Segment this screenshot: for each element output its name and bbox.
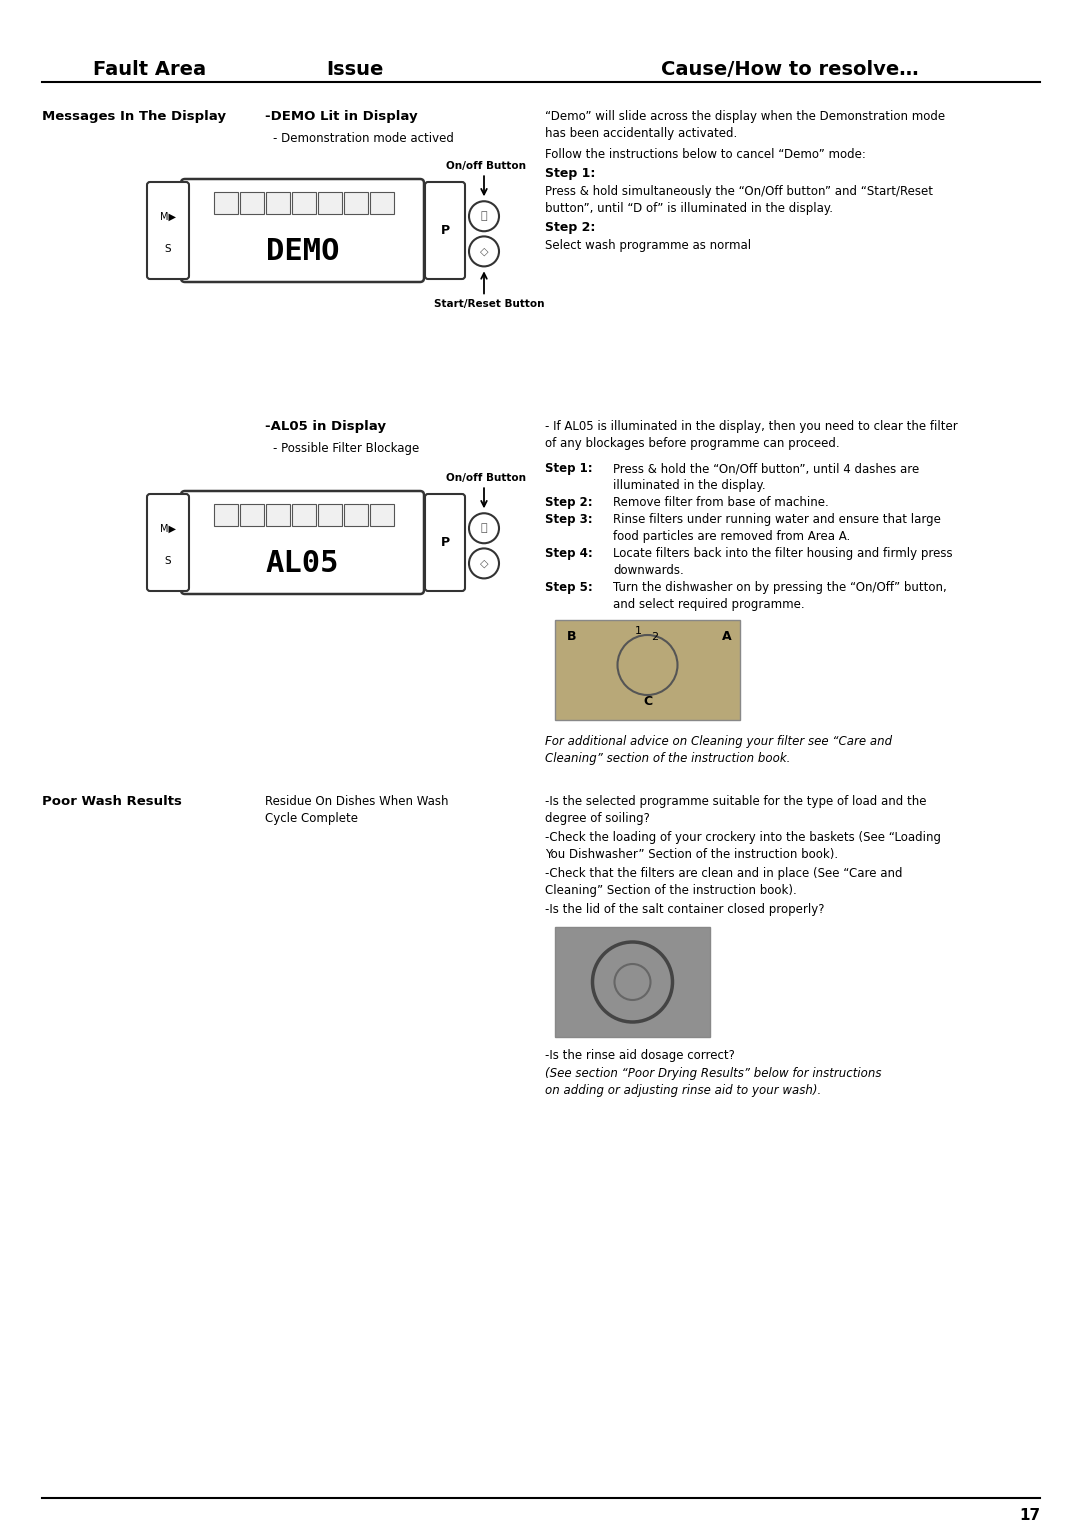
FancyBboxPatch shape: [266, 504, 291, 526]
Text: P: P: [441, 225, 449, 237]
Text: 17: 17: [1018, 1508, 1040, 1523]
Text: Locate filters back into the filter housing and firmly press: Locate filters back into the filter hous…: [613, 547, 953, 559]
Text: On/off Button: On/off Button: [446, 162, 526, 171]
Text: Cycle Complete: Cycle Complete: [265, 811, 357, 825]
Text: 1: 1: [635, 626, 642, 636]
Text: -Check that the filters are clean and in place (See “Care and: -Check that the filters are clean and in…: [545, 866, 903, 880]
Text: B: B: [567, 630, 577, 643]
Text: DEMO: DEMO: [266, 237, 339, 266]
FancyBboxPatch shape: [292, 193, 316, 214]
Text: C: C: [643, 695, 652, 707]
Text: M▶: M▶: [160, 212, 176, 222]
Text: Step 5:: Step 5:: [545, 581, 593, 594]
FancyBboxPatch shape: [266, 193, 291, 214]
Text: S: S: [164, 556, 172, 565]
Text: -AL05 in Display: -AL05 in Display: [265, 420, 386, 432]
Text: food particles are removed from Area A.: food particles are removed from Area A.: [613, 530, 850, 542]
FancyBboxPatch shape: [318, 504, 342, 526]
Text: -DEMO Lit in Display: -DEMO Lit in Display: [265, 110, 418, 122]
Text: Step 2:: Step 2:: [545, 222, 595, 234]
FancyBboxPatch shape: [318, 193, 342, 214]
Text: Start/Reset Button: Start/Reset Button: [434, 299, 544, 309]
FancyBboxPatch shape: [240, 504, 264, 526]
Text: Step 3:: Step 3:: [545, 513, 593, 526]
Text: ⏻: ⏻: [481, 523, 487, 533]
Text: Issue: Issue: [326, 60, 383, 79]
FancyBboxPatch shape: [147, 494, 189, 591]
FancyBboxPatch shape: [370, 193, 394, 214]
Text: (See section “Poor Drying Results” below for instructions: (See section “Poor Drying Results” below…: [545, 1067, 881, 1080]
FancyBboxPatch shape: [426, 494, 465, 591]
FancyBboxPatch shape: [292, 504, 316, 526]
Text: Press & hold the “On/Off button”, until 4 dashes are: Press & hold the “On/Off button”, until …: [613, 461, 919, 475]
Text: For additional advice on Cleaning your filter see “Care and: For additional advice on Cleaning your f…: [545, 735, 892, 749]
Text: AL05: AL05: [266, 549, 339, 578]
Text: button”, until “D of” is illuminated in the display.: button”, until “D of” is illuminated in …: [545, 202, 833, 215]
Text: Follow the instructions below to cancel “Demo” mode:: Follow the instructions below to cancel …: [545, 148, 866, 160]
FancyBboxPatch shape: [426, 182, 465, 280]
Text: degree of soiling?: degree of soiling?: [545, 811, 650, 825]
Text: You Dishwasher” Section of the instruction book).: You Dishwasher” Section of the instructi…: [545, 848, 838, 860]
Text: Step 1:: Step 1:: [545, 167, 595, 180]
Text: ⏻: ⏻: [481, 211, 487, 222]
Text: Residue On Dishes When Wash: Residue On Dishes When Wash: [265, 795, 448, 808]
Text: On/off Button: On/off Button: [446, 474, 526, 483]
Text: of any blockages before programme can proceed.: of any blockages before programme can pr…: [545, 437, 839, 451]
Text: P: P: [441, 536, 449, 549]
Text: A: A: [723, 630, 731, 643]
Text: and select required programme.: and select required programme.: [613, 597, 805, 611]
FancyBboxPatch shape: [345, 504, 368, 526]
Text: Rinse filters under running water and ensure that large: Rinse filters under running water and en…: [613, 513, 941, 526]
Text: - Demonstration mode actived: - Demonstration mode actived: [273, 131, 454, 145]
Text: ◇: ◇: [480, 246, 488, 257]
Text: - Possible Filter Blockage: - Possible Filter Blockage: [273, 442, 419, 455]
FancyBboxPatch shape: [555, 927, 710, 1038]
Text: Cleaning” section of the instruction book.: Cleaning” section of the instruction boo…: [545, 752, 791, 766]
Text: on adding or adjusting rinse aid to your wash).: on adding or adjusting rinse aid to your…: [545, 1083, 821, 1097]
Text: “Demo” will slide across the display when the Demonstration mode: “Demo” will slide across the display whe…: [545, 110, 945, 122]
Text: Remove filter from base of machine.: Remove filter from base of machine.: [613, 497, 828, 509]
Text: Messages In The Display: Messages In The Display: [42, 110, 226, 122]
Text: Select wash programme as normal: Select wash programme as normal: [545, 238, 751, 252]
FancyBboxPatch shape: [181, 179, 424, 283]
Text: Poor Wash Results: Poor Wash Results: [42, 795, 181, 808]
Text: Step 2:: Step 2:: [545, 497, 593, 509]
FancyBboxPatch shape: [147, 182, 189, 280]
Text: M▶: M▶: [160, 524, 176, 533]
Text: -Is the rinse aid dosage correct?: -Is the rinse aid dosage correct?: [545, 1050, 734, 1062]
FancyBboxPatch shape: [555, 620, 740, 720]
FancyBboxPatch shape: [345, 193, 368, 214]
Text: ◇: ◇: [480, 558, 488, 568]
FancyBboxPatch shape: [240, 193, 264, 214]
Text: S: S: [164, 243, 172, 254]
FancyBboxPatch shape: [214, 504, 238, 526]
Text: Fault Area: Fault Area: [94, 60, 206, 79]
Text: illuminated in the display.: illuminated in the display.: [613, 478, 766, 492]
Text: Step 4:: Step 4:: [545, 547, 593, 559]
Text: Press & hold simultaneously the “On/Off button” and “Start/Reset: Press & hold simultaneously the “On/Off …: [545, 185, 933, 199]
Text: Cause/How to resolve…: Cause/How to resolve…: [661, 60, 919, 79]
Text: Turn the dishwasher on by pressing the “On/Off” button,: Turn the dishwasher on by pressing the “…: [613, 581, 947, 594]
Text: -Is the selected programme suitable for the type of load and the: -Is the selected programme suitable for …: [545, 795, 927, 808]
Text: -Is the lid of the salt container closed properly?: -Is the lid of the salt container closed…: [545, 903, 824, 915]
FancyBboxPatch shape: [181, 490, 424, 594]
FancyBboxPatch shape: [370, 504, 394, 526]
Text: -Check the loading of your crockery into the baskets (See “Loading: -Check the loading of your crockery into…: [545, 831, 941, 843]
Text: 2: 2: [651, 633, 659, 642]
FancyBboxPatch shape: [214, 193, 238, 214]
Text: Cleaning” Section of the instruction book).: Cleaning” Section of the instruction boo…: [545, 885, 797, 897]
Text: - If AL05 is illuminated in the display, then you need to clear the filter: - If AL05 is illuminated in the display,…: [545, 420, 958, 432]
Text: Step 1:: Step 1:: [545, 461, 593, 475]
Text: has been accidentally activated.: has been accidentally activated.: [545, 127, 738, 141]
Text: downwards.: downwards.: [613, 564, 684, 578]
